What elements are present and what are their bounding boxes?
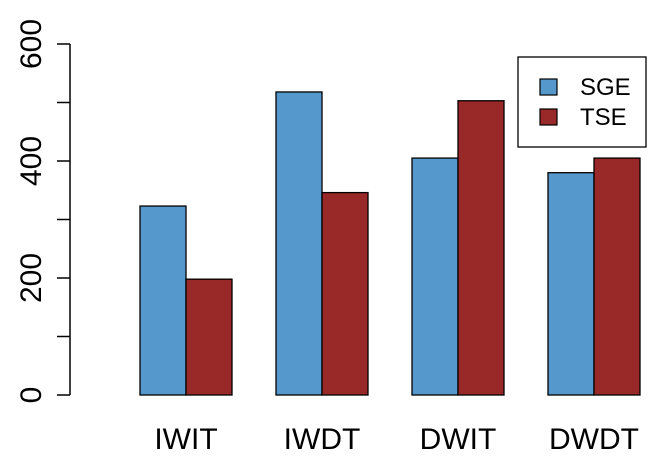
y-tick-label: 200 [15, 253, 48, 303]
bar-tse-iwit [185, 278, 233, 396]
bar-sge-dwit [411, 157, 459, 396]
bar-sge-dwdt [547, 172, 595, 396]
y-tick-label: 400 [15, 136, 48, 186]
x-tick-label: DWIT [420, 423, 497, 456]
bar-tse-dwit [457, 100, 505, 396]
x-tick-label: IWIT [154, 423, 217, 456]
bars-group [139, 91, 641, 396]
legend-swatch-sge [539, 78, 558, 96]
x-tick-label: DWDT [549, 423, 639, 456]
x-axis-labels: IWIT IWDT DWIT DWDT [154, 423, 639, 456]
x-tick-label: IWDT [284, 423, 361, 456]
legend-label-tse: TSE [580, 104, 627, 131]
y-axis: 0 200 400 600 [15, 19, 71, 404]
bar-sge-iwdt [275, 91, 323, 396]
legend: SGE TSE [517, 56, 647, 148]
legend-box [517, 56, 647, 148]
bar-sge-iwit [139, 205, 187, 396]
bar-tse-iwdt [321, 191, 369, 396]
bar-tse-dwdt [593, 157, 641, 396]
legend-swatch-tse [539, 108, 558, 126]
y-tick-label: 600 [15, 19, 48, 69]
legend-label-sge: SGE [580, 74, 631, 101]
y-tick-label: 0 [15, 387, 48, 404]
